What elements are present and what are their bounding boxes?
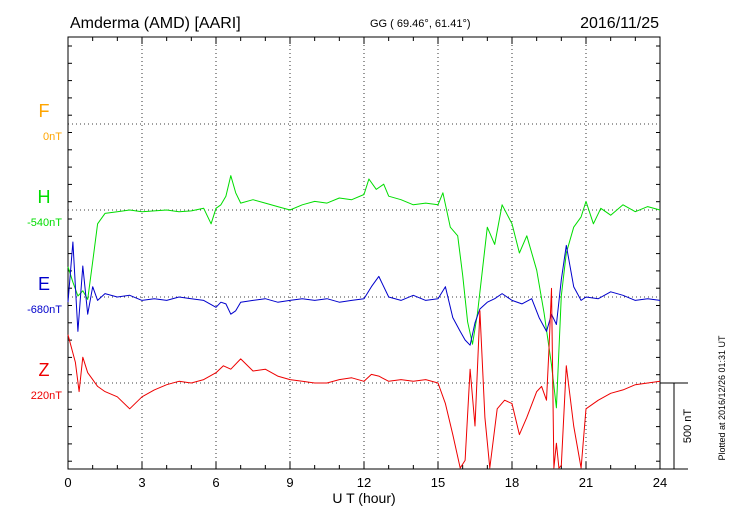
scale-bar: 500 nT <box>660 382 694 470</box>
x-tick-label: 24 <box>653 475 667 490</box>
series-line-e <box>67 241 661 346</box>
x-tick-label: 21 <box>579 475 593 490</box>
axis-ticks <box>67 37 661 469</box>
grid-lines <box>68 37 660 469</box>
x-axis-label: U T (hour) <box>332 490 395 506</box>
x-tick-labels: 0 3 6 9 12 15 18 21 24 <box>64 475 667 490</box>
component-labels: F 0nT H -540nT E -680nT Z 220nT <box>27 101 62 402</box>
x-tick-label: 18 <box>505 475 519 490</box>
series-line-h <box>67 175 661 409</box>
x-tick-label: 9 <box>286 475 293 490</box>
component-letter-e: E <box>38 274 50 294</box>
component-baseline-h: -540nT <box>27 217 62 229</box>
component-baseline-f: 0nT <box>43 131 62 143</box>
x-tick-label: 6 <box>212 475 219 490</box>
x-tick-label: 3 <box>138 475 145 490</box>
component-letter-f: F <box>39 101 50 121</box>
x-tick-label: 15 <box>431 475 445 490</box>
scale-label: 500 nT <box>682 409 694 444</box>
x-tick-label: 0 <box>64 475 71 490</box>
series-lines <box>67 175 661 469</box>
component-baseline-e: -680nT <box>27 304 62 316</box>
plotted-note: Plotted at 2016/12/26 01:31 UT <box>717 335 727 461</box>
date-label: 2016/11/25 <box>580 15 659 32</box>
station-title: Amderma (AMD) [AARI] <box>70 15 241 32</box>
x-tick-label: 12 <box>357 475 371 490</box>
component-baseline-z: 220nT <box>31 390 62 402</box>
coords-label: GG ( 69.46°, 61.41°) <box>370 18 471 30</box>
component-letter-z: Z <box>39 360 50 380</box>
component-letter-h: H <box>38 187 51 207</box>
series-line-z <box>67 287 661 469</box>
